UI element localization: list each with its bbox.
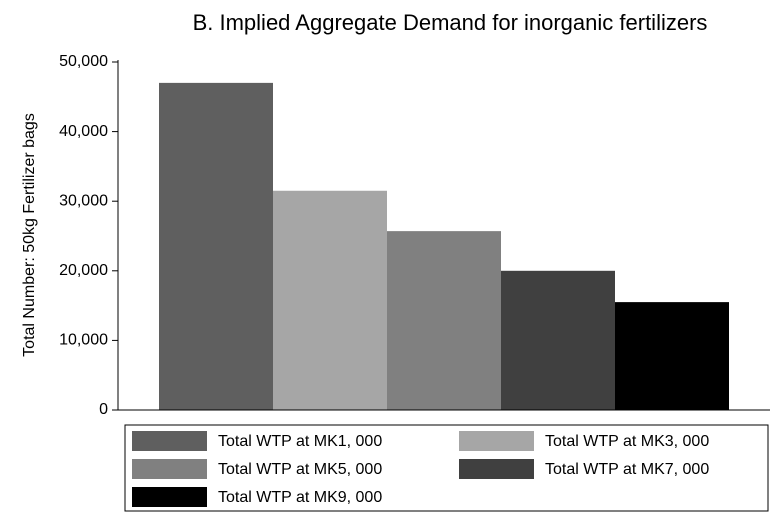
bar	[615, 302, 729, 410]
legend-swatch	[132, 459, 207, 479]
legend-swatch	[132, 487, 207, 507]
legend-box	[124, 424, 769, 512]
chart-title: B. Implied Aggregate Demand for inorgani…	[193, 10, 708, 35]
legend-swatch	[459, 459, 534, 479]
y-tick-label: 10,000	[59, 332, 108, 349]
legend-label: Total WTP at MK3, 000	[545, 433, 709, 450]
y-tick-label: 40,000	[59, 123, 108, 140]
y-tick-label: 30,000	[59, 192, 108, 209]
legend-label: Total WTP at MK1, 000	[218, 433, 382, 450]
y-tick-label: 50,000	[59, 53, 108, 70]
y-axis-label: Total Number: 50kg Fertilizer bags	[21, 113, 38, 357]
legend-label: Total WTP at MK9, 000	[218, 489, 382, 506]
y-tick-label: 20,000	[59, 262, 108, 279]
legend-swatch	[459, 431, 534, 451]
bar	[501, 270, 615, 410]
y-tick-label: 0	[99, 401, 108, 418]
bar	[159, 82, 273, 410]
legend-label: Total WTP at MK7, 000	[545, 461, 709, 478]
legend-label: Total WTP at MK5, 000	[218, 461, 382, 478]
bar	[387, 231, 501, 410]
legend-swatch	[132, 431, 207, 451]
bar	[273, 190, 387, 410]
